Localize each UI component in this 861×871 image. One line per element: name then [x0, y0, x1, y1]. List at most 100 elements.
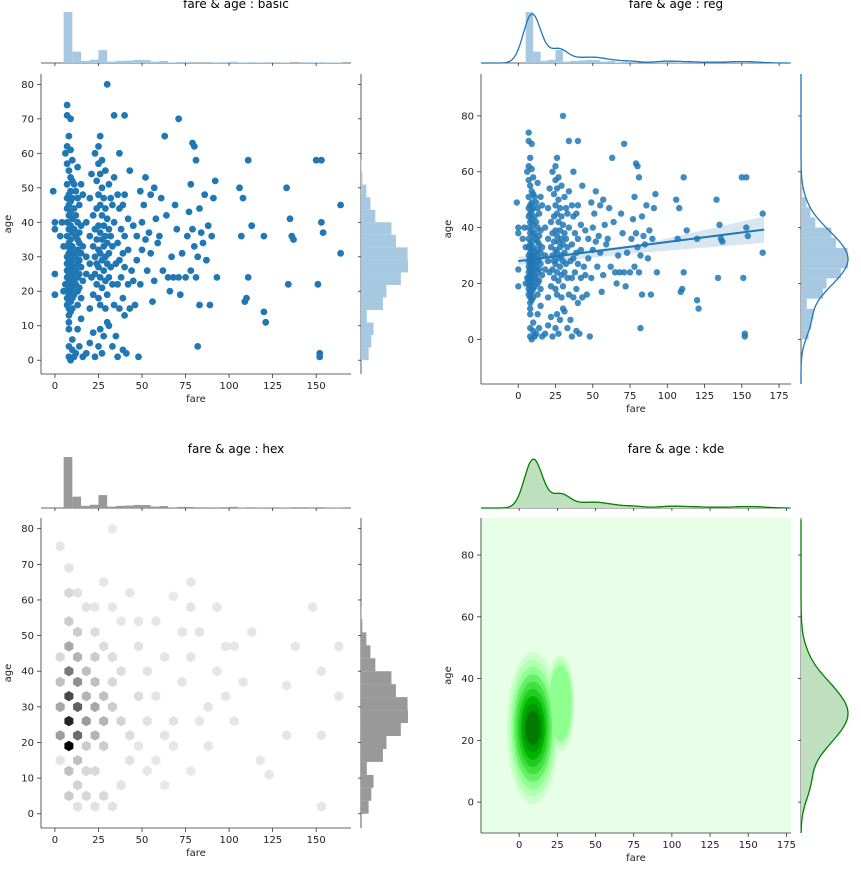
data-point	[203, 256, 210, 264]
data-point	[201, 191, 209, 199]
data-point	[318, 218, 325, 226]
data-point	[574, 202, 582, 209]
data-point	[574, 260, 582, 268]
hexbin	[99, 691, 109, 702]
top-kde-fill	[481, 459, 790, 508]
top-marginal-bar	[220, 507, 230, 508]
data-point	[628, 235, 635, 242]
3-ytick-label: 20	[461, 736, 474, 747]
data-point	[561, 269, 568, 276]
data-point	[79, 243, 87, 250]
data-point	[620, 140, 628, 147]
data-point	[515, 230, 522, 237]
top-marginal-bar	[220, 62, 230, 63]
hexbin	[308, 601, 318, 613]
data-point	[114, 353, 121, 361]
data-point	[117, 274, 125, 281]
hexbin	[73, 626, 83, 638]
hexbin	[90, 676, 100, 688]
data-point	[163, 212, 170, 219]
right-marginal-bar	[361, 748, 383, 762]
data-point	[571, 269, 579, 276]
data-point	[95, 143, 102, 150]
data-point	[564, 210, 571, 217]
data-point	[109, 201, 116, 209]
data-point	[576, 330, 583, 337]
data-point	[86, 260, 94, 268]
2-xtick-label: 100	[220, 835, 239, 846]
data-point	[70, 205, 78, 212]
data-point	[170, 274, 177, 281]
data-point	[96, 201, 104, 209]
data-point	[647, 291, 655, 298]
data-point	[741, 333, 748, 340]
1-ytick-label: 40	[461, 223, 474, 234]
hexbin	[64, 616, 74, 627]
hexbin	[151, 616, 161, 627]
data-point	[93, 236, 101, 243]
data-point	[606, 204, 613, 212]
data-point	[129, 277, 137, 285]
data-point	[105, 249, 113, 257]
top-marginal-bar	[540, 60, 549, 63]
data-point	[121, 312, 128, 319]
right-marginal-bar	[361, 774, 374, 788]
right-marginal-bar	[801, 278, 827, 289]
data-point	[316, 353, 324, 361]
data-point	[743, 224, 750, 231]
right-marginal-bar	[801, 298, 807, 309]
data-point	[561, 308, 568, 315]
data-point	[100, 267, 108, 274]
top-marginal-bar	[229, 61, 238, 63]
data-point	[637, 252, 644, 259]
data-point	[565, 188, 573, 195]
data-point	[571, 230, 579, 237]
right-marginal-bar	[801, 319, 812, 330]
data-point	[535, 266, 543, 273]
data-point	[537, 285, 544, 293]
hexbin	[168, 715, 178, 727]
right-marginal-bar	[361, 335, 372, 348]
3-xtick-label: 25	[551, 840, 564, 851]
data-point	[145, 229, 153, 237]
data-point	[192, 274, 200, 281]
data-point	[121, 263, 128, 271]
data-point	[555, 196, 562, 203]
2-xtick-label: 25	[92, 835, 105, 846]
top-marginal-bar	[98, 50, 108, 63]
top-marginal-bar	[652, 62, 660, 63]
regression-line	[518, 228, 765, 263]
top-marginal-bar	[525, 12, 534, 63]
0-xlabel: fare	[186, 394, 206, 405]
data-point	[143, 267, 151, 274]
panel-title: fare & age : hex	[188, 442, 285, 456]
data-point	[95, 294, 102, 302]
3-xtick-label: 75	[627, 840, 640, 851]
data-point	[100, 194, 108, 202]
hexbin	[177, 626, 187, 638]
hexbin	[116, 780, 126, 791]
data-point	[609, 154, 616, 161]
hexbin	[99, 576, 109, 588]
top-marginal-bar	[107, 506, 116, 508]
data-point	[102, 167, 109, 175]
right-kde-curve	[800, 520, 849, 834]
top-marginal-bar	[630, 61, 638, 63]
data-point	[558, 235, 565, 242]
1-ytick-label: 60	[461, 167, 474, 178]
right-marginal-bar	[801, 247, 848, 259]
hexbin	[134, 740, 143, 752]
data-point	[77, 249, 85, 257]
top-marginal-bar	[150, 61, 160, 63]
data-point	[93, 177, 101, 185]
hexbin	[55, 651, 65, 663]
right-marginal-bar	[361, 209, 376, 223]
hexbin	[55, 541, 65, 552]
data-point	[98, 212, 106, 219]
hexbin	[229, 641, 239, 652]
hexbin	[81, 715, 91, 727]
data-point	[588, 274, 595, 282]
hexbin	[142, 765, 152, 777]
data-point	[556, 204, 564, 212]
data-point	[95, 222, 102, 230]
